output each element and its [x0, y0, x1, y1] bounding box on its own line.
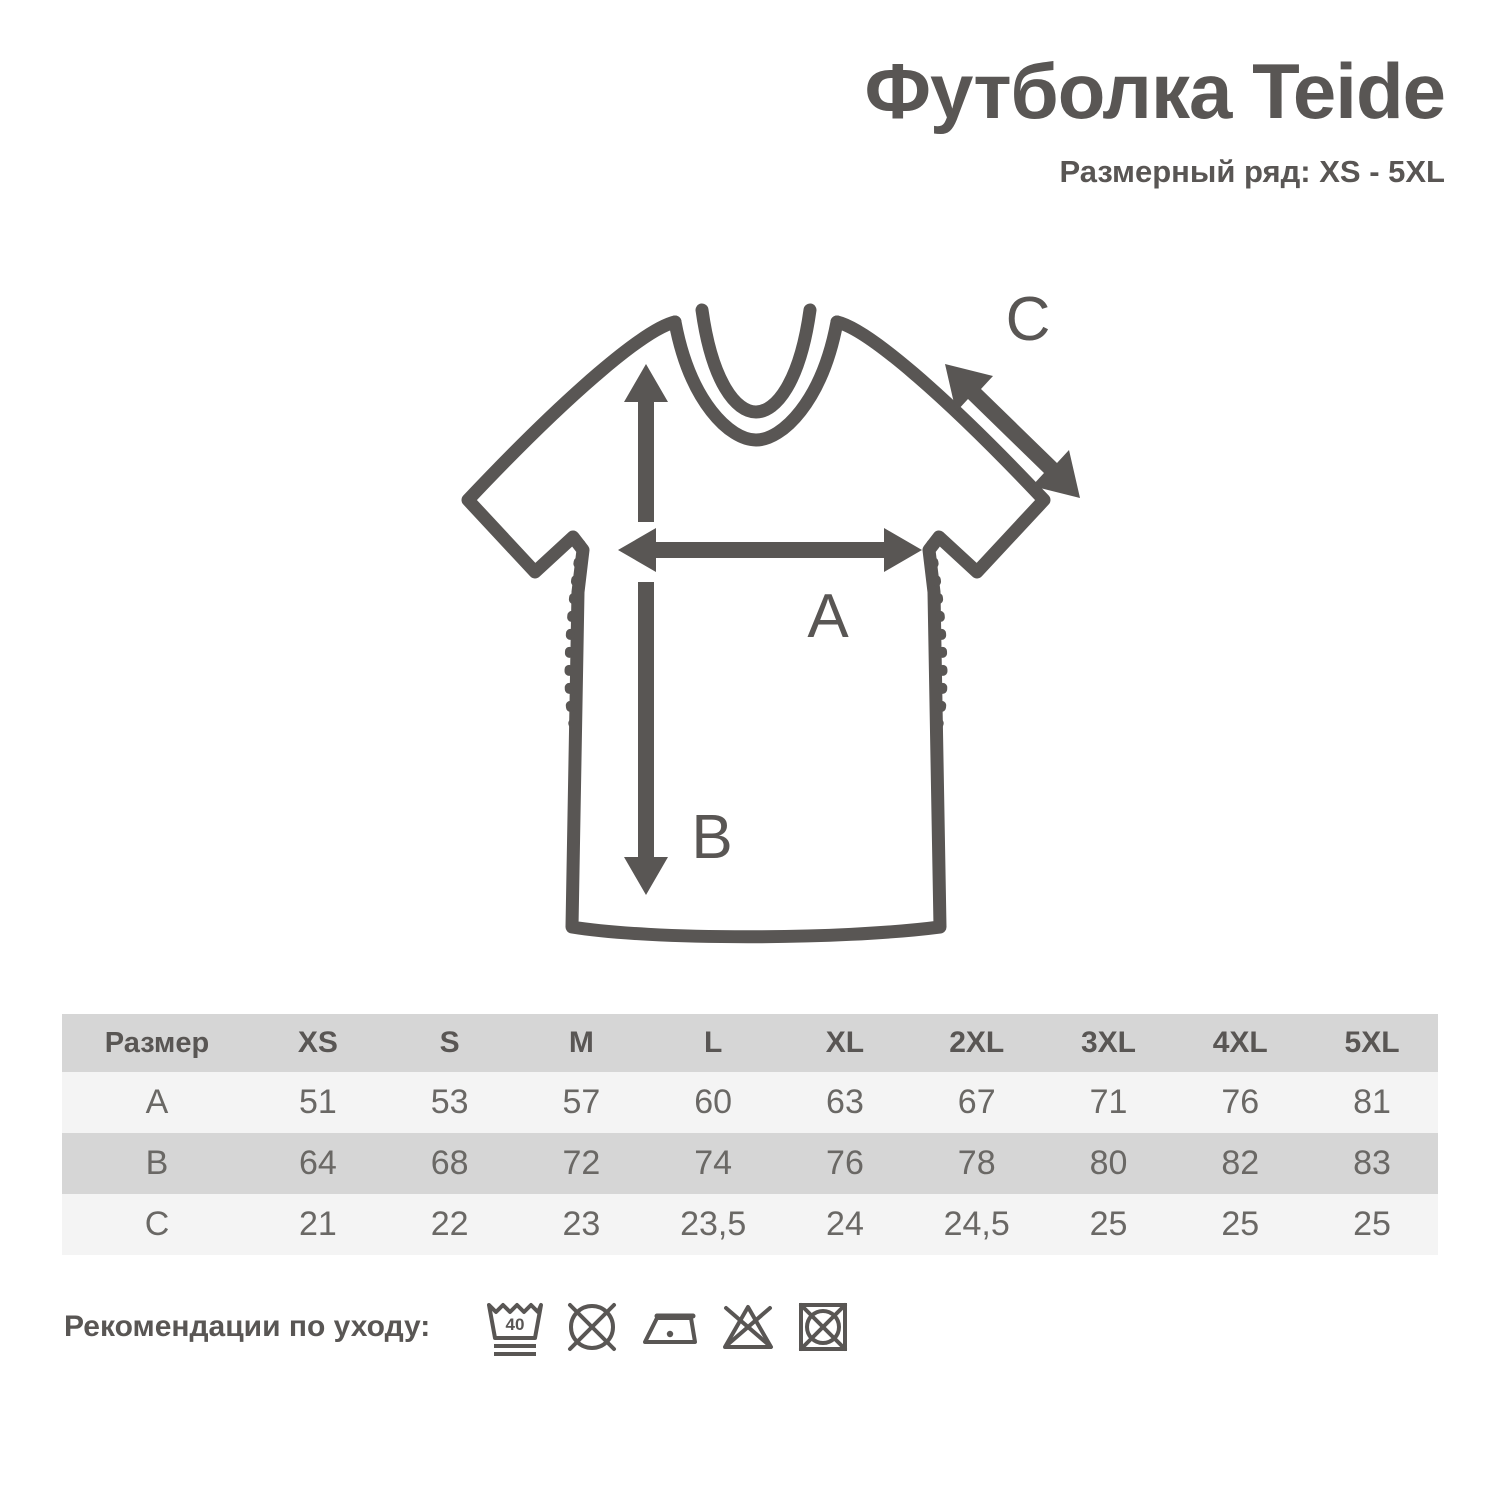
- size-chart-table: Размер XS S M L XL 2XL 3XL 4XL 5XL A 51 …: [62, 1014, 1438, 1255]
- measure-label-a: A: [807, 582, 849, 651]
- header: Футболка Teide Размерный ряд: XS - 5XL: [0, 0, 1446, 190]
- table-cell-a-3xl: 71: [1089, 1083, 1128, 1121]
- table-cell-a-s: 53: [430, 1083, 469, 1121]
- table-cell-b-xl: 76: [826, 1144, 864, 1182]
- table-cell-b-4xl: 82: [1221, 1144, 1260, 1182]
- table-header-2xl: 2XL: [949, 1026, 1005, 1059]
- page-title: Футболка Teide: [864, 47, 1446, 135]
- armhole-seam-dotted-left: [564, 539, 586, 729]
- table-header-xs: XS: [297, 1026, 338, 1059]
- measure-label-c: C: [1006, 285, 1051, 354]
- wash-40-gentle-icon: 40: [487, 1303, 544, 1356]
- care-instructions-label: Рекомендации по уходу:: [64, 1310, 431, 1343]
- table-cell-c-s: 22: [430, 1205, 469, 1243]
- table-header-s: S: [439, 1026, 460, 1059]
- table-cell-c-3xl: 25: [1089, 1205, 1128, 1243]
- table-cell-c-2xl: 24,5: [943, 1205, 1010, 1243]
- table-header-5xl: 5XL: [1344, 1026, 1400, 1059]
- table-header-row: Размер XS S M L XL 2XL 3XL 4XL 5XL: [62, 1014, 1438, 1072]
- table-cell-a-xl: 63: [826, 1083, 864, 1121]
- no-tumble-dry-icon: [799, 1303, 848, 1351]
- table-header-size-label: Размер: [104, 1026, 210, 1059]
- table-header-m: M: [568, 1026, 594, 1059]
- table-cell-c-xs: 21: [298, 1205, 337, 1243]
- table-cell-a-4xl: 76: [1221, 1083, 1260, 1121]
- measure-arrow-a: [618, 528, 922, 572]
- measure-label-b: B: [691, 803, 732, 872]
- table-header-xl: XL: [825, 1026, 865, 1059]
- table-cell-a-2xl: 67: [957, 1083, 996, 1121]
- table-row: A 51 53 57 60 63 67 71 76 81: [62, 1072, 1438, 1133]
- care-icon-group: 40: [485, 1296, 851, 1358]
- table-cell-c-4xl: 25: [1221, 1205, 1260, 1243]
- table-cell-b-m: 72: [562, 1144, 601, 1182]
- table-cell-c-l: 23,5: [680, 1205, 747, 1243]
- table-cell-c-xl: 24: [826, 1205, 864, 1243]
- armhole-seam-dotted-right: [926, 539, 948, 729]
- no-dry-clean-icon: [568, 1303, 617, 1351]
- table-cell-a-5xl: 81: [1353, 1083, 1391, 1121]
- measure-arrow-c: [945, 364, 1080, 498]
- table-header-3xl: 3XL: [1080, 1026, 1136, 1059]
- table-cell-b-5xl: 83: [1353, 1144, 1391, 1182]
- table-cell-b-xs: 64: [298, 1144, 337, 1182]
- table-cell-b-2xl: 78: [957, 1144, 996, 1182]
- table-row-label-a: A: [145, 1083, 169, 1121]
- measure-arrow-shoulder: [624, 364, 668, 522]
- table-cell-a-m: 57: [562, 1083, 601, 1121]
- table-cell-b-l: 74: [694, 1144, 733, 1182]
- page-subtitle: Размерный ряд: XS - 5XL: [1059, 154, 1446, 189]
- table-row-label-b: B: [145, 1144, 169, 1182]
- table-cell-c-5xl: 25: [1353, 1205, 1391, 1243]
- table-cell-b-s: 68: [430, 1144, 469, 1182]
- table-cell-a-l: 60: [694, 1083, 733, 1121]
- wash-temperature-value: 40: [506, 1315, 525, 1334]
- table-header-l: L: [704, 1026, 723, 1059]
- tshirt-measurement-diagram: A B C: [440, 272, 1100, 952]
- table-cell-b-3xl: 80: [1089, 1144, 1128, 1182]
- iron-low-icon: [643, 1313, 698, 1344]
- no-bleach-icon: [723, 1305, 774, 1349]
- table-header-4xl: 4XL: [1212, 1026, 1268, 1059]
- table-cell-c-m: 23: [562, 1205, 601, 1243]
- measure-arrow-b: [624, 582, 668, 895]
- table-cell-a-xs: 51: [298, 1083, 337, 1121]
- table-row: C 21 22 23 23,5 24 24,5 25 25 25: [62, 1194, 1438, 1255]
- table-row: B 64 68 72 74 76 78 80 82 83: [62, 1133, 1438, 1194]
- care-instructions: Рекомендации по уходу: 40: [64, 1296, 851, 1358]
- table-row-label-c: C: [144, 1205, 170, 1243]
- tshirt-outline-icon: [461, 303, 1051, 944]
